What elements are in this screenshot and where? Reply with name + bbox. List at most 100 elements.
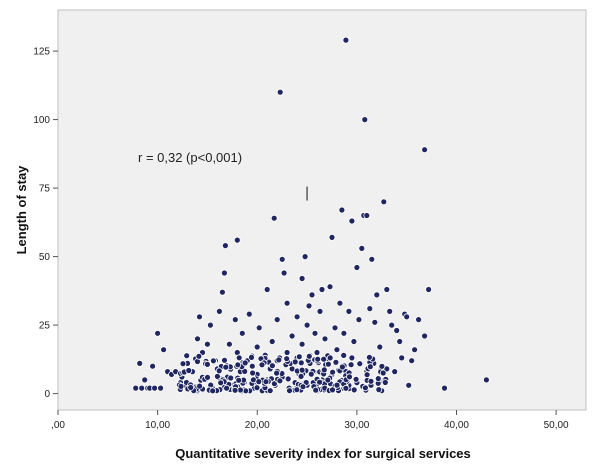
data-point (222, 363, 230, 371)
data-point (283, 355, 291, 363)
data-point (441, 384, 448, 392)
data-point (293, 386, 301, 394)
data-point (231, 316, 239, 324)
data-point (284, 375, 292, 383)
data-point (415, 316, 423, 324)
data-point (235, 354, 243, 362)
plot-area (57, 9, 587, 411)
data-point (295, 353, 303, 361)
x-axis-title: Quantitative severity index for surgical… (175, 446, 471, 461)
data-point (324, 360, 332, 368)
data-point (379, 369, 387, 377)
data-point (352, 375, 360, 383)
data-point (179, 360, 187, 368)
data-point (263, 286, 271, 293)
data-point (194, 335, 201, 343)
data-point (183, 352, 191, 360)
data-point (255, 378, 263, 386)
data-point (262, 378, 270, 386)
data-point (132, 384, 140, 392)
data-point (345, 307, 353, 315)
data-point (346, 373, 353, 381)
data-point (350, 338, 358, 345)
data-point (157, 384, 165, 392)
data-point (138, 384, 146, 392)
data-point (221, 242, 229, 250)
data-point (333, 381, 341, 389)
data-point (177, 382, 185, 390)
data-point (218, 288, 226, 296)
data-point (329, 386, 336, 394)
data-point (203, 340, 211, 348)
data-point (297, 372, 305, 380)
data-point (350, 386, 358, 394)
data-point (270, 214, 278, 222)
data-point (398, 354, 406, 362)
x-tick-label: 10,00 (145, 420, 170, 431)
data-point (253, 384, 261, 392)
data-point (411, 346, 419, 354)
x-tick-label: 20,00 (245, 420, 270, 431)
data-point (332, 358, 340, 366)
data-point (378, 362, 386, 370)
data-point (355, 316, 363, 324)
data-point (273, 316, 281, 324)
data-point (366, 363, 374, 371)
data-point (266, 387, 274, 395)
data-point (367, 377, 375, 385)
y-tick-label: 50 (39, 252, 51, 263)
data-point (374, 375, 382, 383)
data-point (299, 383, 307, 391)
data-point (273, 369, 281, 377)
data-point (340, 329, 348, 337)
data-point (258, 361, 266, 369)
data-point (482, 376, 490, 384)
data-point (248, 353, 255, 361)
data-point (396, 338, 404, 345)
data-point (405, 381, 413, 389)
data-point (225, 340, 233, 348)
data-point (338, 363, 346, 371)
x-tick-label: ,00 (51, 420, 65, 431)
data-point (238, 329, 246, 337)
x-tick-label: 40,00 (444, 420, 469, 431)
data-point (248, 362, 256, 370)
data-point (338, 206, 346, 214)
y-tick-label: 75 (39, 184, 51, 195)
data-point (353, 264, 361, 271)
data-point (185, 367, 193, 374)
data-point (421, 146, 429, 154)
data-point (391, 368, 399, 376)
y-axis: 0 25 50 75 100 125 (33, 47, 58, 400)
data-point (336, 299, 344, 307)
data-point (223, 384, 231, 392)
y-tick-label: 25 (39, 321, 51, 332)
data-point (291, 358, 299, 366)
data-point (371, 318, 379, 326)
data-point (255, 324, 263, 332)
data-points (132, 36, 490, 395)
data-point (358, 244, 366, 252)
data-point (368, 255, 376, 263)
data-point (204, 373, 211, 381)
data-point (286, 387, 293, 395)
data-point (196, 382, 204, 390)
data-point (235, 376, 243, 384)
y-tick-label: 0 (44, 389, 50, 400)
x-tick-label: 50,00 (544, 420, 569, 431)
data-point (268, 338, 276, 345)
data-point (187, 384, 195, 391)
data-point (297, 359, 305, 367)
data-point (196, 313, 203, 321)
data-point (316, 307, 324, 315)
data-point (361, 116, 369, 123)
data-point (209, 357, 217, 365)
data-point (298, 275, 306, 282)
data-point (136, 359, 144, 367)
data-point (275, 356, 283, 364)
data-point (301, 253, 309, 261)
data-point (312, 386, 320, 394)
data-point (365, 353, 373, 361)
data-point (141, 376, 149, 384)
